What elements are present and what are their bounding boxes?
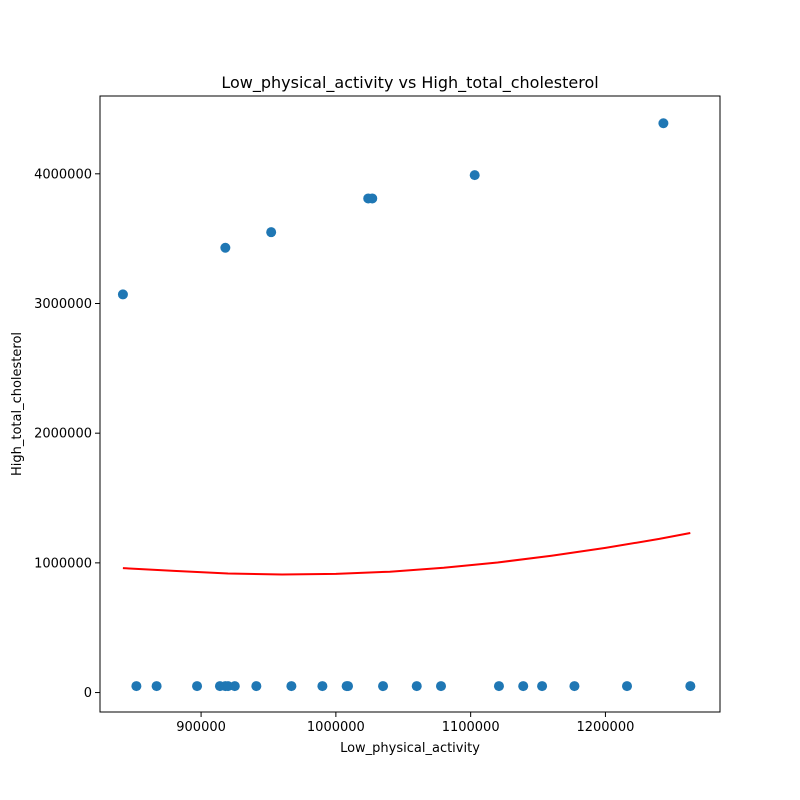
data-point	[436, 681, 446, 692]
data-point	[658, 118, 669, 129]
y-axis-label: High_total_cholesterol	[10, 332, 25, 476]
y-tick-label: 2000000	[34, 427, 92, 442]
x-tick-label: 1200000	[576, 720, 634, 735]
data-point	[131, 681, 142, 692]
data-point	[469, 170, 480, 181]
data-point	[569, 681, 580, 692]
data-point	[229, 681, 240, 692]
x-tick-label: 1100000	[442, 720, 500, 735]
y-tick-label: 1000000	[34, 556, 92, 571]
data-point	[518, 681, 529, 692]
data-point	[151, 681, 162, 692]
x-axis-ticks: 900000 1000000 1100000 1200000	[176, 712, 634, 735]
y-tick-label: 0	[84, 686, 92, 701]
scatter-points	[117, 118, 696, 692]
plot-area-frame	[99, 95, 721, 713]
y-tick-label: 4000000	[34, 167, 92, 182]
data-point	[266, 227, 277, 238]
x-tick-label: 1000000	[307, 720, 365, 735]
data-point	[317, 681, 328, 692]
x-axis-label: Low_physical_activity	[340, 741, 480, 756]
data-point	[220, 242, 231, 253]
y-axis-ticks: 0 1000000 2000000 3000000 4000000	[34, 167, 100, 701]
x-tick-label: 900000	[176, 720, 226, 735]
chart-title: Low_physical_activity vs High_total_chol…	[221, 73, 598, 93]
fit-curve-line	[122, 532, 691, 576]
data-point	[411, 681, 422, 692]
data-point	[192, 681, 203, 692]
y-tick-label: 3000000	[34, 297, 92, 312]
data-point	[537, 681, 548, 692]
data-point	[117, 289, 128, 300]
data-point	[251, 681, 262, 692]
data-point	[622, 681, 632, 692]
data-point	[286, 681, 297, 692]
data-point	[378, 681, 389, 692]
data-point	[343, 681, 353, 692]
data-point	[367, 193, 378, 204]
data-point	[493, 681, 504, 692]
data-point	[685, 681, 696, 692]
